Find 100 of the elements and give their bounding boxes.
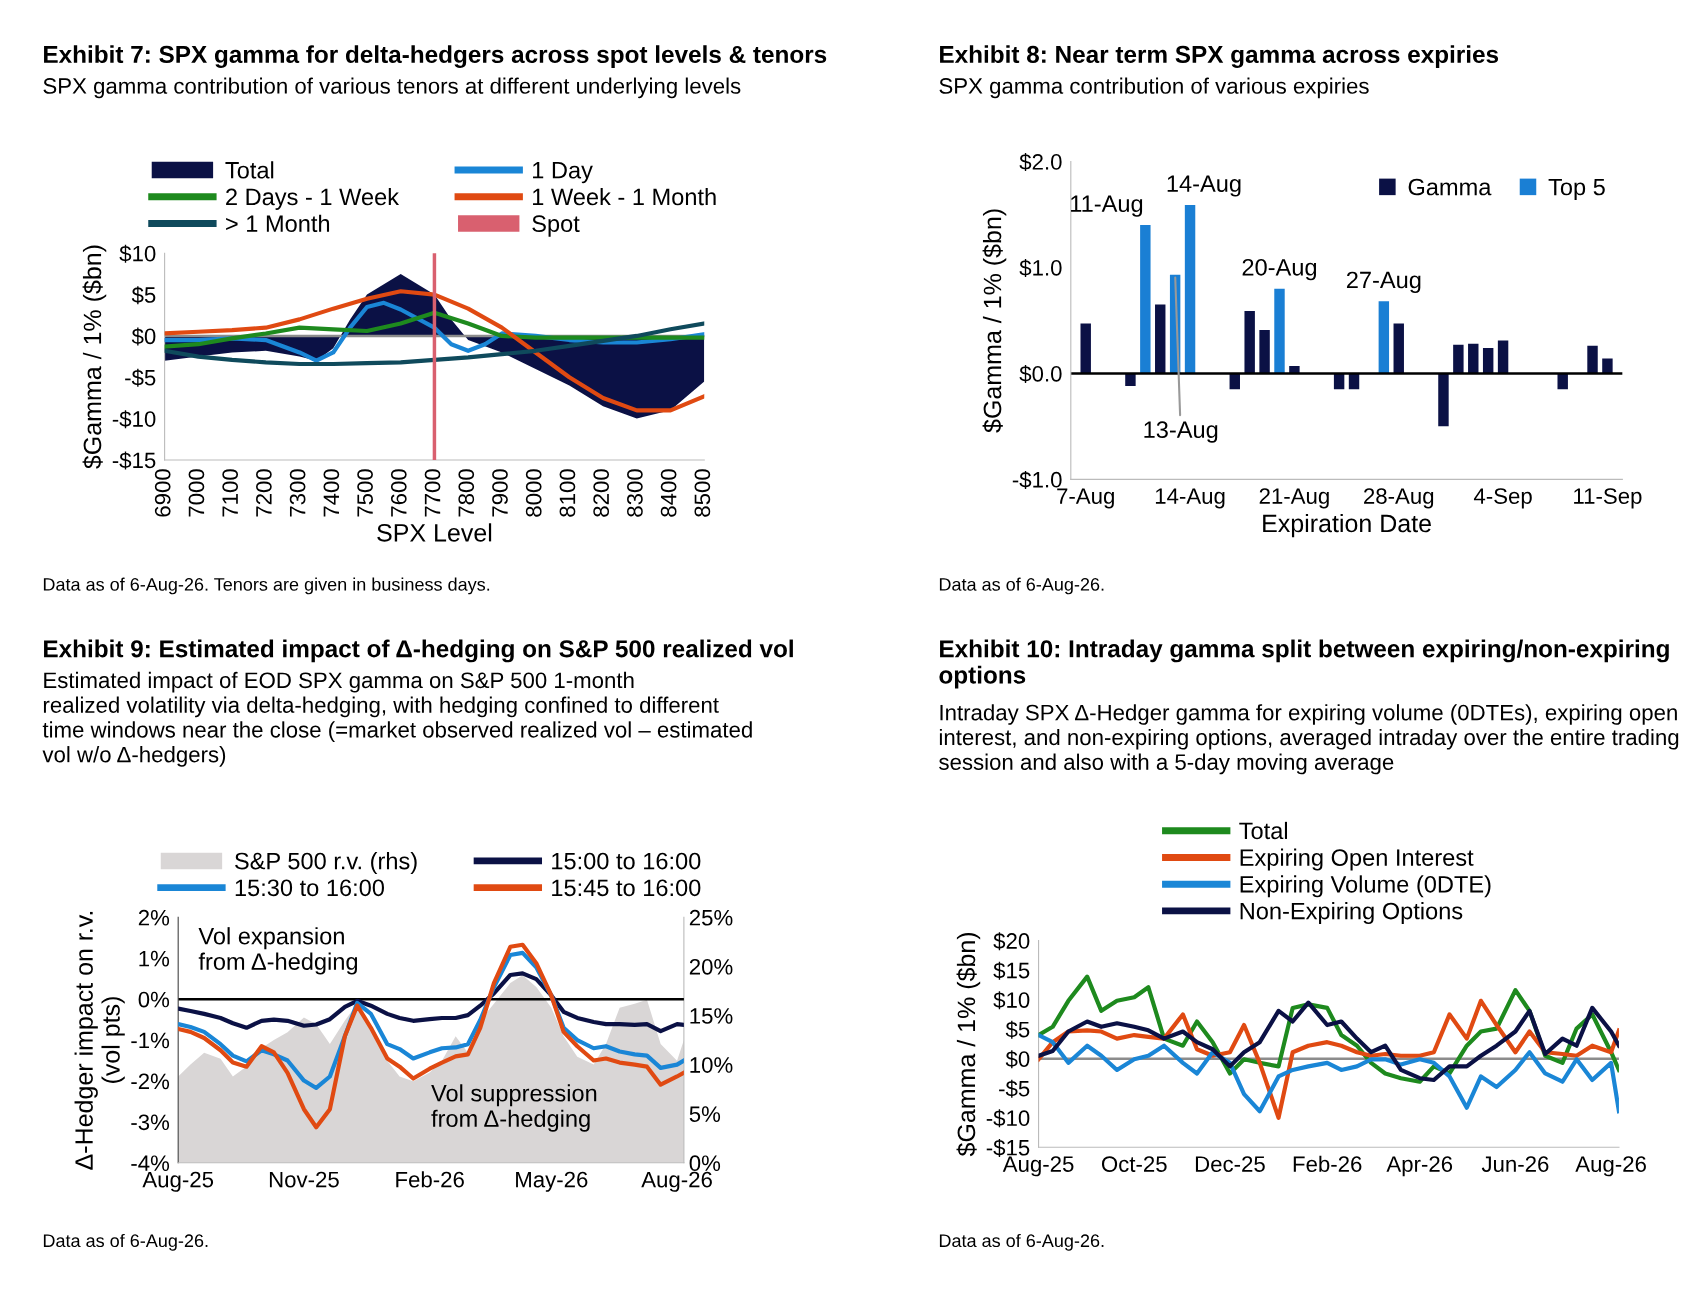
x-tick-label: 7400 [323, 469, 340, 517]
x-tick-label: 7300 [289, 469, 306, 517]
annotation: 20-Aug [1242, 258, 1317, 281]
y2-tick-label: 15% [690, 1008, 733, 1024]
y-tick-label: -1% [131, 1032, 170, 1049]
x-tick-label: 7600 [390, 469, 407, 517]
y-axis-title: $Gamma / 1% ($bn) [982, 209, 1007, 433]
y-tick-label: 2% [138, 909, 170, 926]
annotation: Vol suppression from Δ-hedging [431, 1084, 597, 1132]
y-tick-label: $0.0 [1019, 364, 1062, 383]
chart-title: Exhibit 9: Estimated impact of Δ-hedging on S&P 500 realized vol [44, 639, 793, 663]
bar [1274, 288, 1285, 374]
y-tick-label: 0% [138, 991, 170, 1008]
text: Data as of 6-Aug-26. Tenors are given in business days. [43, 577, 490, 595]
x-tick-label: 8300 [627, 469, 643, 517]
chart-subtitle: Estimated impact of EOD SPX gamma on S&P 500 1-month realized volatility via delta-hedging, with hedging confined to different time windows near the close (=market observed realized vol – estimated vol w/o Δ-hedgers) [42, 671, 752, 767]
annotation: 27-Aug [1346, 271, 1421, 294]
y-axis-title: $Gamma / 1% ($bn) [956, 932, 981, 1157]
x-tick-label: 7800 [458, 469, 475, 517]
bar [1482, 347, 1494, 374]
y-tick-label: $1.0 [1019, 259, 1062, 278]
annotation: Vol expansion from Δ-hedging [198, 927, 358, 975]
x-tick-label: 8500 [694, 469, 711, 517]
x-tick-label: Nov-25 [269, 1171, 339, 1188]
x-tick-label: May-26 [516, 1171, 588, 1192]
x-tick-label: 21-Aug [1259, 488, 1329, 509]
legend-label: 1 Week - 1 Month [533, 187, 716, 206]
x-tick-label: 28-Aug [1364, 488, 1434, 509]
y-tick-label: -3% [131, 1114, 170, 1131]
x-tick-label: 8100 [559, 469, 576, 517]
y-tick-label: 1% [139, 950, 170, 967]
bar [1587, 345, 1598, 374]
bar [1244, 310, 1255, 374]
x-tick-label: 7100 [222, 469, 239, 517]
x-tick-label: 7700 [424, 469, 441, 517]
y-tick-label: $10 [119, 244, 156, 263]
annotation: 11-Aug [1071, 195, 1143, 217]
x-tick-label: 8400 [660, 469, 677, 517]
chart-subtitle: Intraday SPX Δ-Hedger gamma for expiring volume (0DTEs), expiring open interest, and non-expiring options, averaged intraday over the entire trading session and also with a 5-day moving average [939, 704, 1679, 775]
bar [1259, 329, 1270, 374]
x-tick-label: Dec-25 [1195, 1156, 1265, 1172]
y-tick-label: $10 [993, 991, 1030, 1010]
y-tick-label: $0 [131, 327, 156, 346]
text: Data as of 6-Aug-26. [939, 1233, 1104, 1251]
bar [1155, 304, 1166, 374]
y2-tick-label: 25% [689, 909, 733, 926]
legend-label: Non-Expiring Options [1240, 902, 1463, 925]
x-tick-label: Aug-26 [641, 1171, 712, 1192]
y2-tick-label: 0% [689, 1155, 721, 1172]
x-tick-label: 6900 [154, 469, 171, 517]
x-tick-label: Aug-26 [1575, 1156, 1646, 1177]
legend-label: S&P 500 r.v. (rhs) [235, 852, 417, 875]
legend-label: Expiring Open Interest [1240, 848, 1474, 871]
legend-label: Gamma [1408, 178, 1492, 196]
bar [1393, 323, 1404, 374]
y-tick-label: $0 [1005, 1050, 1030, 1069]
x-tick-label: Aug-25 [142, 1171, 214, 1192]
bar [1453, 344, 1464, 374]
y-tick-label: $15 [993, 961, 1030, 980]
y-tick-label: $20 [993, 932, 1030, 951]
y-tick-label: $5 [1005, 1020, 1030, 1039]
x-tick-label: 7000 [188, 469, 205, 517]
y-tick-label: -$5 [125, 368, 156, 387]
legend-label: Spot [532, 215, 580, 237]
line-series [1038, 1000, 1619, 1083]
x-tick-label: 8200 [593, 469, 610, 517]
x-tick-label: Apr-26 [1386, 1156, 1453, 1177]
y-tick-label: -2% [131, 1073, 170, 1090]
annotation: 14-Aug [1167, 175, 1241, 197]
y-tick-label: -$10 [112, 410, 156, 429]
chart-title: Exhibit 7: SPX gamma for delta-hedgers across spot levels & tenors [44, 45, 827, 68]
bar [1438, 373, 1449, 427]
legend-label: 15:30 to 16:00 [235, 879, 385, 897]
chart-title: Exhibit 10: Intraday gamma split between expiring/non-expiring options [939, 639, 1669, 689]
chart-subtitle: SPX gamma contribution of various tenors at different underlying levels [43, 77, 741, 99]
x-tick-label: 7900 [492, 469, 508, 517]
bar [1184, 204, 1196, 374]
line-series [1038, 1032, 1619, 1114]
legend-label: Top 5 [1548, 178, 1605, 201]
x-tick-label: Oct-25 [1101, 1156, 1167, 1172]
text: Data as of 6-Aug-26. [939, 577, 1104, 595]
chart-subtitle: SPX gamma contribution of various expiries [939, 77, 1369, 99]
bar [1378, 301, 1390, 374]
legend-label: 15:00 to 16:00 [552, 852, 701, 870]
x-tick-label: Feb-26 [1293, 1155, 1362, 1172]
legend-label: 2 Days - 1 Week [226, 187, 400, 210]
chart-title: Exhibit 8: Near term SPX gamma across expiries [940, 45, 1499, 68]
y-axis-title: $Gamma / 1% ($bn) [82, 245, 107, 469]
x-tick-label: 11-Sep [1574, 488, 1642, 509]
y2-tick-label: 5% [689, 1106, 721, 1122]
y-tick-label: -$15 [986, 1138, 1030, 1157]
bar [1602, 358, 1613, 374]
x-tick-label: Feb-26 [396, 1171, 464, 1188]
y-tick-label: -$10 [986, 1109, 1030, 1128]
legend-label: 1 Day [533, 162, 593, 184]
bar [1080, 323, 1091, 374]
legend-label: Total [1239, 821, 1288, 840]
x-tick-label: 7200 [256, 469, 272, 517]
y2-tick-label: 20% [689, 958, 733, 975]
x-tick-label: 4-Sep [1473, 488, 1532, 509]
